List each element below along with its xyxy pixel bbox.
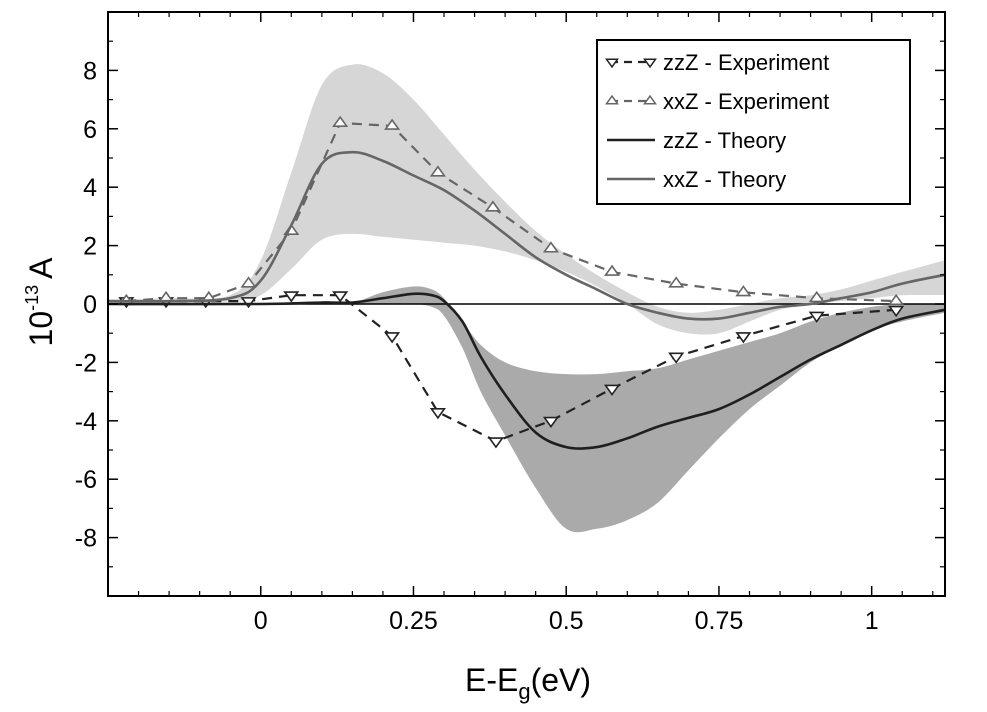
x-tick-label: 1 xyxy=(865,607,879,635)
data-point-xxz-experiment xyxy=(668,276,685,288)
y-tick-label: 6 xyxy=(83,116,97,144)
series-group xyxy=(107,115,946,450)
legend-label-zzz-experiment: zzZ - Experiment xyxy=(663,50,829,75)
data-point-xxz-experiment xyxy=(603,264,621,276)
band-xxz xyxy=(108,64,945,335)
data-point-xxz-experiment xyxy=(240,276,257,288)
legend-marker-xxz-experiment xyxy=(605,94,619,105)
data-point-zzz-experiment xyxy=(283,291,300,303)
band-zzz xyxy=(352,286,945,533)
legend-label-xxz-theory: xxZ - Theory xyxy=(663,167,786,192)
y-tick-label: -4 xyxy=(75,408,97,436)
data-point-zzz-experiment xyxy=(332,291,349,303)
data-point-xxz-experiment xyxy=(384,118,401,130)
legend-marker-zzz-experiment xyxy=(605,58,619,69)
data-point-xxz-experiment xyxy=(484,200,501,212)
legend-marker-xxz-experiment xyxy=(643,94,657,105)
data-point-zzz-experiment xyxy=(603,384,621,396)
y-axis-title-variable: A xyxy=(23,257,59,279)
tick-labels: 0 0.25 0.5 0.75 1 -8 -6 -4 -2 0 2 4 6 8 xyxy=(75,57,879,635)
y-tick-label: 8 xyxy=(83,57,97,85)
x-axis-title-subscript: g xyxy=(518,679,530,704)
plot-frame xyxy=(107,11,946,597)
x-tick-label: 0.5 xyxy=(549,607,584,635)
x-axis-title-main: E-E xyxy=(465,662,518,698)
x-tick-label: 0 xyxy=(254,607,268,635)
legend-marker-zzz-experiment xyxy=(643,58,657,69)
data-point-zzz-experiment xyxy=(240,297,257,309)
x-tick-label: 0.25 xyxy=(389,607,438,635)
data-point-xxz-experiment xyxy=(888,293,905,306)
data-point-xxz-experiment xyxy=(429,165,446,177)
y-tick-label: 4 xyxy=(83,174,97,202)
y-tick-label: -2 xyxy=(75,349,97,377)
series-line-xxz-theory xyxy=(107,150,946,321)
series-line-zzz-theory xyxy=(107,292,946,450)
x-tick-label: 0.75 xyxy=(695,607,744,635)
data-point-xxz-experiment xyxy=(735,285,752,297)
data-point-zzz-experiment xyxy=(735,332,752,344)
y-tick-label: 0 xyxy=(83,291,97,319)
data-point-zzz-experiment xyxy=(487,437,505,449)
x-axis-title-unit: (eV) xyxy=(531,662,591,698)
y-axis-title-base: 10 xyxy=(23,311,59,347)
y-axis-title: 10-13 A xyxy=(22,257,59,347)
legend-box xyxy=(596,39,911,205)
data-point-zzz-experiment xyxy=(888,305,905,318)
y-tick-label: -8 xyxy=(75,525,97,553)
y-axis-title-exponent: -13 xyxy=(22,285,42,311)
legend-label-xxz-experiment: xxZ - Experiment xyxy=(663,89,829,114)
legend: zzZ - Experiment xxZ - Experiment zzZ - Th… xyxy=(596,39,911,205)
x-axis-title: E-Eg(eV) xyxy=(465,662,591,704)
data-point-zzz-experiment xyxy=(384,332,401,344)
y-tick-label: -6 xyxy=(75,466,97,494)
data-point-zzz-experiment xyxy=(668,352,685,364)
data-point-zzz-experiment xyxy=(542,416,559,429)
data-point-zzz-experiment xyxy=(808,311,825,323)
data-point-xxz-experiment xyxy=(808,290,825,303)
series-line-zzz-experiment xyxy=(126,294,897,443)
data-point-xxz-experiment xyxy=(542,241,559,253)
y-tick-label: 2 xyxy=(83,233,97,261)
uncertainty-bands xyxy=(108,64,945,533)
data-point-zzz-experiment xyxy=(429,408,446,420)
legend-label-zzz-theory: zzZ - Theory xyxy=(663,128,786,153)
data-point-xxz-experiment xyxy=(332,115,349,127)
